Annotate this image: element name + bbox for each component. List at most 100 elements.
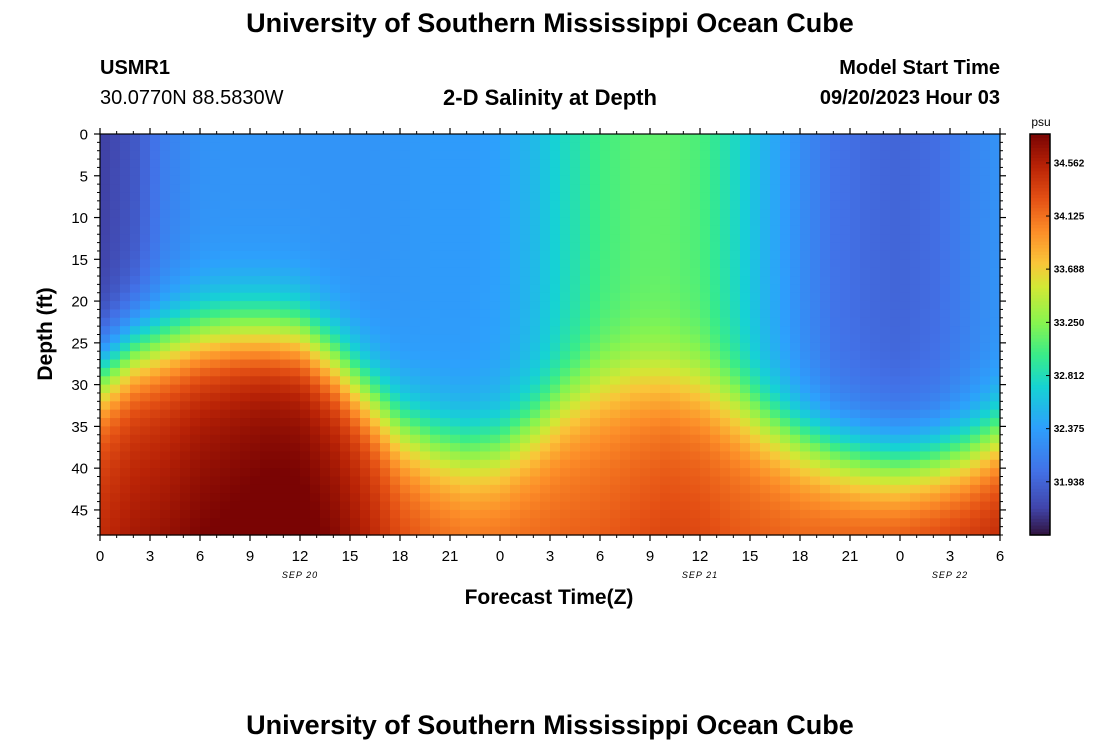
heatmap-cell — [730, 451, 741, 461]
heatmap-cell — [760, 459, 771, 469]
heatmap-cell — [970, 351, 981, 361]
heatmap-cell — [540, 276, 551, 285]
heatmap-cell — [830, 326, 841, 336]
heatmap-cell — [540, 526, 551, 536]
heatmap-cell — [550, 476, 561, 486]
heatmap-cell — [670, 501, 681, 511]
heatmap-cell — [190, 342, 201, 352]
heatmap-cell — [830, 468, 841, 478]
heatmap-cell — [400, 518, 411, 528]
heatmap-cell — [110, 342, 121, 352]
heatmap-cell — [180, 426, 191, 436]
heatmap-cell — [200, 292, 211, 302]
heatmap-cell — [440, 443, 451, 453]
heatmap-cell — [140, 359, 151, 369]
heatmap-cell — [930, 351, 941, 361]
heatmap-cell — [160, 451, 171, 461]
heatmap-cell — [630, 459, 641, 469]
x-tick-label: 18 — [792, 548, 809, 565]
heatmap-cell — [990, 484, 1001, 494]
heatmap-cell — [130, 359, 141, 369]
heatmap-cell — [260, 359, 271, 369]
heatmap-cell — [600, 468, 611, 478]
heatmap-cell — [370, 250, 381, 260]
heatmap-cell — [740, 309, 751, 319]
heatmap-cell — [600, 351, 611, 361]
heatmap-cell — [440, 476, 451, 486]
heatmap-cell — [870, 451, 881, 461]
heatmap-cell — [320, 476, 331, 486]
heatmap-cell — [580, 309, 591, 319]
heatmap-cell — [470, 317, 481, 327]
heatmap-cell — [230, 426, 241, 436]
heatmap-cell — [620, 259, 631, 269]
heatmap-cell — [470, 250, 481, 260]
heatmap-cell — [440, 301, 451, 311]
heatmap-cell — [270, 159, 281, 169]
heatmap-cell — [190, 284, 201, 294]
heatmap-cell — [180, 501, 191, 511]
heatmap-cell — [620, 526, 631, 536]
heatmap-cell — [970, 518, 981, 528]
heatmap-cell — [520, 234, 531, 244]
heatmap-cell — [110, 200, 121, 210]
heatmap-cell — [320, 418, 331, 427]
heatmap-cell — [450, 351, 461, 361]
heatmap-cell — [280, 184, 291, 194]
heatmap-cell — [980, 418, 991, 427]
heatmap-cell — [570, 409, 581, 419]
colorbar-swatch — [1030, 454, 1050, 459]
heatmap-cell — [150, 468, 161, 478]
heatmap-cell — [180, 443, 191, 453]
heatmap-cell — [100, 301, 111, 311]
heatmap-cell — [510, 443, 521, 453]
heatmap-cell — [780, 376, 791, 386]
heatmap-cell — [130, 459, 141, 469]
heatmap-cell — [460, 493, 471, 503]
heatmap-cell — [380, 409, 391, 419]
heatmap-cell — [360, 142, 371, 152]
heatmap-cell — [390, 276, 401, 285]
heatmap-cell — [910, 309, 921, 319]
heatmap-cell — [190, 434, 201, 444]
heatmap-cell — [710, 493, 721, 503]
heatmap-cell — [220, 309, 231, 319]
heatmap-cell — [330, 384, 341, 394]
heatmap-cell — [960, 334, 971, 344]
heatmap-cell — [180, 484, 191, 494]
heatmap-cell — [370, 225, 381, 235]
heatmap-cell — [210, 526, 221, 536]
heatmap-cell — [620, 159, 631, 169]
heatmap-cell — [220, 167, 231, 177]
heatmap-cell — [920, 401, 931, 411]
heatmap-cell — [200, 518, 211, 528]
heatmap-cell — [100, 426, 111, 436]
heatmap-cell — [130, 468, 141, 478]
heatmap-cell — [390, 309, 401, 319]
heatmap-cell — [700, 317, 711, 327]
heatmap-cell — [560, 351, 571, 361]
heatmap-cell — [930, 217, 941, 227]
heatmap-cell — [760, 342, 771, 352]
heatmap-cell — [270, 276, 281, 285]
heatmap-cell — [250, 184, 261, 194]
heatmap-cell — [590, 309, 601, 319]
heatmap-cell — [990, 192, 1001, 202]
heatmap-cell — [900, 426, 911, 436]
heatmap-cell — [520, 192, 531, 202]
heatmap-cell — [650, 317, 661, 327]
heatmap-cell — [210, 159, 221, 169]
heatmap-cell — [840, 367, 851, 377]
heatmap-cell — [690, 292, 701, 302]
heatmap-cell — [150, 476, 161, 486]
heatmap-cell — [470, 526, 481, 536]
colorbar-swatch — [1030, 364, 1050, 369]
heatmap-cell — [160, 167, 171, 177]
heatmap-cell — [280, 484, 291, 494]
heatmap-cell — [160, 376, 171, 386]
heatmap-cell — [710, 242, 721, 252]
heatmap-cell — [930, 276, 941, 285]
heatmap-cell — [910, 234, 921, 244]
heatmap-cell — [590, 267, 601, 277]
heatmap-cell — [900, 493, 911, 503]
